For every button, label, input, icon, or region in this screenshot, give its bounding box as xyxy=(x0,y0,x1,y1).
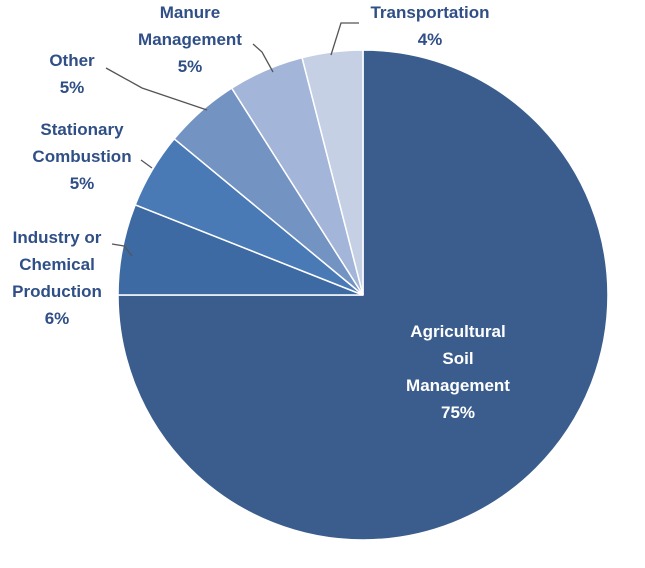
slice-percentage: 75% xyxy=(441,403,475,422)
slice-percentage: 4% xyxy=(418,30,443,49)
leader-line xyxy=(140,159,153,169)
slice-label-line: Chemical xyxy=(19,255,95,274)
leader-line xyxy=(111,243,133,257)
slice-label-line: Production xyxy=(12,282,102,301)
slice-label-line: Transportation xyxy=(370,3,489,22)
slice-label-line: Industry or xyxy=(13,228,102,247)
slice-percentage: 5% xyxy=(178,57,203,76)
slice-label-line: Stationary xyxy=(40,120,124,139)
slice-label-line: Agricultural xyxy=(410,322,505,341)
slice-percentage: 5% xyxy=(70,174,95,193)
slice-label: Manure Management 5% xyxy=(138,3,242,76)
pie-slice-agricultural-soil-management xyxy=(117,49,609,541)
slice-labels: Agricultural Soil Management 75% Industry or… xyxy=(12,3,510,422)
slice-label: Agricultural Soil Management 75% xyxy=(406,322,510,422)
leader-line xyxy=(330,22,359,56)
slice-label: Other 5% xyxy=(49,51,95,97)
leader-lines xyxy=(105,22,359,257)
slice-label-line: Manure xyxy=(160,3,220,22)
slice-label: Industry or Chemical Production 6% xyxy=(12,228,102,328)
leader-line xyxy=(252,43,274,73)
slice-percentage: 6% xyxy=(45,309,70,328)
slice-label-line: Management xyxy=(138,30,242,49)
pie-slices xyxy=(117,49,609,541)
slice-label: Transportation 4% xyxy=(370,3,489,49)
leader-line xyxy=(105,67,208,111)
slice-label-line: Combustion xyxy=(32,147,131,166)
slice-label-line: Other xyxy=(49,51,95,70)
slice-label-line: Soil xyxy=(442,349,473,368)
slice-label-line: Management xyxy=(406,376,510,395)
slice-label: Stationary Combustion 5% xyxy=(32,120,131,193)
slice-percentage: 5% xyxy=(60,78,85,97)
